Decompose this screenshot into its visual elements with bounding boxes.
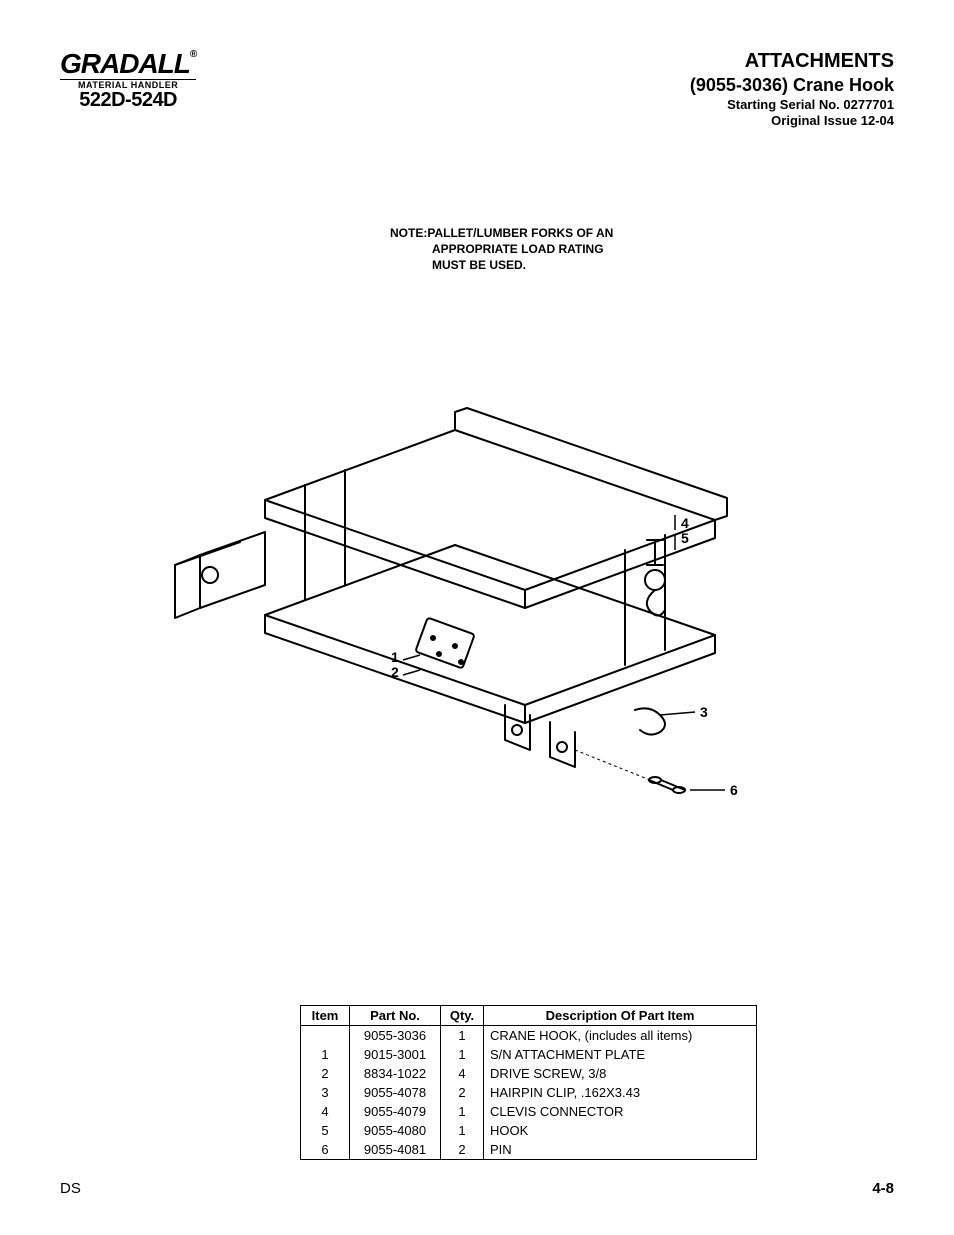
table-row: 2 8834-1022 4 DRIVE SCREW, 3/8 bbox=[301, 1064, 757, 1083]
brand-name: GRADALL® bbox=[60, 50, 196, 78]
cell-item: 5 bbox=[301, 1121, 350, 1140]
cell-qty: 2 bbox=[441, 1140, 484, 1160]
cell-desc: DRIVE SCREW, 3/8 bbox=[484, 1064, 757, 1083]
serial-line: Starting Serial No. 0277701 bbox=[690, 97, 894, 112]
cell-item: 1 bbox=[301, 1045, 350, 1064]
crane-hook-diagram: 4 5 1 2 3 6 bbox=[155, 400, 795, 830]
brand-logo: GRADALL® MATERIAL HANDLER 522D-524D bbox=[60, 50, 196, 110]
header-right: ATTACHMENTS (9055-3036) Crane Hook Start… bbox=[690, 50, 894, 128]
parts-table-body: 9055-3036 1 CRANE HOOK, (includes all it… bbox=[301, 1026, 757, 1160]
table-row: 9055-3036 1 CRANE HOOK, (includes all it… bbox=[301, 1026, 757, 1046]
model-number: 522D-524D bbox=[60, 90, 196, 110]
note-line2: APPROPRIATE LOAD RATING bbox=[390, 241, 613, 257]
col-desc-header: Description Of Part Item bbox=[484, 1006, 757, 1026]
cell-qty: 1 bbox=[441, 1102, 484, 1121]
page-header: GRADALL® MATERIAL HANDLER 522D-524D ATTA… bbox=[60, 50, 894, 128]
issue-line: Original Issue 12-04 bbox=[690, 113, 894, 128]
cell-part: 9055-4080 bbox=[350, 1121, 441, 1140]
table-header-row: Item Part No. Qty. Description Of Part I… bbox=[301, 1006, 757, 1026]
registered-mark: ® bbox=[190, 49, 196, 60]
callout-5: 5 bbox=[681, 530, 689, 546]
note-line3: MUST BE USED. bbox=[390, 257, 613, 273]
cell-part: 9055-4078 bbox=[350, 1083, 441, 1102]
cell-item: 3 bbox=[301, 1083, 350, 1102]
table-row: 5 9055-4080 1 HOOK bbox=[301, 1121, 757, 1140]
section-category: ATTACHMENTS bbox=[690, 50, 894, 73]
callout-3: 3 bbox=[700, 704, 708, 720]
cell-qty: 1 bbox=[441, 1121, 484, 1140]
cell-part: 9015-3001 bbox=[350, 1045, 441, 1064]
section-title: (9055-3036) Crane Hook bbox=[690, 75, 894, 96]
cell-part: 9055-4079 bbox=[350, 1102, 441, 1121]
table-row: 4 9055-4079 1 CLEVIS CONNECTOR bbox=[301, 1102, 757, 1121]
table-row: 1 9015-3001 1 S/N ATTACHMENT PLATE bbox=[301, 1045, 757, 1064]
cell-item: 2 bbox=[301, 1064, 350, 1083]
footer-page-number: 4-8 bbox=[872, 1180, 894, 1197]
cell-desc: CLEVIS CONNECTOR bbox=[484, 1102, 757, 1121]
table-row: 3 9055-4078 2 HAIRPIN CLIP, .162X3.43 bbox=[301, 1083, 757, 1102]
cell-desc: CRANE HOOK, (includes all items) bbox=[484, 1026, 757, 1046]
note-line1: PALLET/LUMBER FORKS OF AN bbox=[427, 226, 613, 240]
note-prefix: NOTE: bbox=[390, 226, 427, 240]
exploded-diagram: 4 5 1 2 3 6 bbox=[155, 400, 795, 835]
cell-item bbox=[301, 1026, 350, 1046]
cell-qty: 2 bbox=[441, 1083, 484, 1102]
cell-desc: S/N ATTACHMENT PLATE bbox=[484, 1045, 757, 1064]
cell-part: 8834-1022 bbox=[350, 1064, 441, 1083]
cell-desc: HAIRPIN CLIP, .162X3.43 bbox=[484, 1083, 757, 1102]
page-footer: DS 4-8 bbox=[60, 1180, 894, 1197]
usage-note: NOTE:PALLET/LUMBER FORKS OF AN APPROPRIA… bbox=[390, 225, 613, 274]
cell-part: 9055-4081 bbox=[350, 1140, 441, 1160]
col-item-header: Item bbox=[301, 1006, 350, 1026]
brand-text: GRADALL bbox=[60, 48, 190, 79]
cell-qty: 1 bbox=[441, 1026, 484, 1046]
cell-desc: HOOK bbox=[484, 1121, 757, 1140]
cell-qty: 4 bbox=[441, 1064, 484, 1083]
cell-desc: PIN bbox=[484, 1140, 757, 1160]
callout-4: 4 bbox=[681, 515, 689, 531]
cell-part: 9055-3036 bbox=[350, 1026, 441, 1046]
col-qty-header: Qty. bbox=[441, 1006, 484, 1026]
cell-item: 4 bbox=[301, 1102, 350, 1121]
col-part-header: Part No. bbox=[350, 1006, 441, 1026]
page: GRADALL® MATERIAL HANDLER 522D-524D ATTA… bbox=[0, 0, 954, 1235]
callout-1: 1 bbox=[391, 649, 399, 665]
table-row: 6 9055-4081 2 PIN bbox=[301, 1140, 757, 1160]
parts-table: Item Part No. Qty. Description Of Part I… bbox=[300, 1005, 757, 1160]
callout-6: 6 bbox=[730, 782, 738, 798]
cell-qty: 1 bbox=[441, 1045, 484, 1064]
footer-left: DS bbox=[60, 1180, 81, 1197]
cell-item: 6 bbox=[301, 1140, 350, 1160]
callout-2: 2 bbox=[391, 664, 399, 680]
